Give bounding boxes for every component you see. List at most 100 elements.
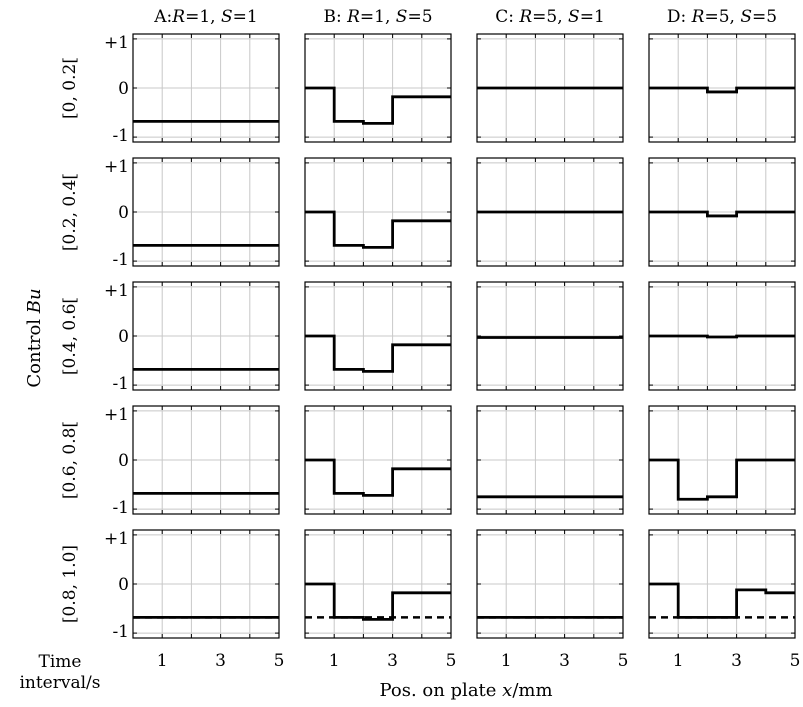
series-step-line — [649, 210, 795, 218]
column-title-part: S — [396, 7, 408, 27]
panel — [304, 157, 452, 267]
x-tick-label: 5 — [790, 651, 801, 671]
column-title-part: =1 — [233, 7, 258, 27]
column-title-part: S — [221, 7, 233, 27]
y-tick-label: +1 — [104, 281, 129, 301]
panel — [648, 157, 796, 267]
panel — [132, 529, 280, 639]
panel-frame — [132, 405, 280, 515]
row-label: [0.2, 0.4[ — [60, 173, 80, 251]
panel — [476, 529, 624, 639]
x-tick-label: 3 — [731, 651, 742, 671]
column-title-part: R — [346, 7, 360, 27]
y-tick-label: -1 — [112, 126, 129, 146]
panel — [304, 281, 452, 391]
y-tick-label: 0 — [118, 203, 129, 223]
series-step-line — [649, 86, 795, 94]
panel — [132, 33, 280, 143]
column-title-part: =1, — [185, 7, 221, 27]
y-tick-label: 0 — [118, 575, 129, 595]
panel — [476, 33, 624, 143]
series-step-line — [649, 334, 795, 339]
column-title-part: A: — [153, 7, 172, 27]
x-axis-label-text: Pos. on plate — [379, 680, 502, 701]
column-title-part: S — [568, 7, 580, 27]
y-tick-label: -1 — [112, 622, 129, 642]
panel — [132, 281, 280, 391]
series-step-line — [305, 86, 451, 125]
y-tick-label: +1 — [104, 33, 129, 53]
column-title-part: B: — [323, 7, 347, 27]
x-tick-label: 1 — [157, 651, 168, 671]
series-step-line — [305, 334, 451, 373]
x-axis-label-unit: /mm — [512, 680, 552, 701]
column-title-part: =5 — [752, 7, 777, 27]
column-title-part: R — [691, 7, 705, 27]
column-title-part: C: — [495, 7, 519, 27]
column-title-part: =5, — [704, 7, 740, 27]
series-step-line — [649, 582, 795, 619]
y-tick-label: +1 — [104, 529, 129, 549]
x-tick-label: 1 — [673, 651, 684, 671]
column-title-part: =1 — [580, 7, 605, 27]
panel — [476, 281, 624, 391]
column-title-part: R — [518, 7, 532, 27]
panel — [132, 157, 280, 267]
column-title: A:R=1, S=1 — [153, 7, 257, 27]
column-title-part: R — [171, 7, 185, 27]
column-title: D: R=5, S=5 — [667, 7, 777, 27]
panel-frame — [132, 529, 280, 639]
y-tick-label: +1 — [104, 405, 129, 425]
x-tick-label: 1 — [501, 651, 512, 671]
panel — [304, 529, 452, 639]
row-label: [0.4, 0.6[ — [60, 297, 80, 375]
time-interval-label: interval/s — [19, 673, 100, 693]
panel — [648, 281, 796, 391]
panel — [304, 405, 452, 515]
series-step-line — [305, 582, 451, 621]
series-step-line — [305, 458, 451, 497]
x-tick-label: 3 — [215, 651, 226, 671]
y-tick-label: -1 — [112, 498, 129, 518]
y-tick-label: 0 — [118, 79, 129, 99]
y-tick-label: 0 — [118, 327, 129, 347]
panel — [476, 405, 624, 515]
column-title: B: R=1, S=5 — [323, 7, 432, 27]
panel — [304, 33, 452, 143]
panel — [648, 405, 796, 515]
panel — [476, 157, 624, 267]
x-tick-label: 3 — [387, 651, 398, 671]
x-tick-label: 5 — [446, 651, 457, 671]
x-tick-label: 1 — [329, 651, 340, 671]
time-label: Time — [39, 652, 82, 672]
column-title-part: =1, — [360, 7, 396, 27]
panel — [132, 405, 280, 515]
panel — [648, 33, 796, 143]
column-title-part: S — [740, 7, 752, 27]
panel — [648, 529, 796, 639]
row-label: [0.8, 1.0] — [60, 545, 80, 623]
panel-frame — [476, 529, 624, 639]
column-title: C: R=5, S=1 — [495, 7, 605, 27]
x-tick-label: 5 — [618, 651, 629, 671]
x-axis-label-var: x — [502, 680, 512, 701]
panel-frame — [476, 405, 624, 515]
row-label: [0, 0.2[ — [60, 57, 80, 119]
column-title-part: =5, — [532, 7, 568, 27]
column-title-part: D: — [667, 7, 692, 27]
y-axis-label: Control Bu — [24, 288, 45, 387]
column-title-part: =5 — [407, 7, 432, 27]
x-tick-label: 5 — [274, 651, 285, 671]
y-axis-label-text: Control — [24, 313, 45, 387]
series-step-line — [305, 210, 451, 249]
series-step-line — [649, 458, 795, 501]
panel-frame — [132, 33, 280, 143]
y-tick-label: -1 — [112, 250, 129, 270]
panel-frame — [132, 157, 280, 267]
row-label: [0.6, 0.8[ — [60, 421, 80, 499]
y-tick-label: +1 — [104, 157, 129, 177]
x-tick-label: 3 — [559, 651, 570, 671]
panel-frame — [132, 281, 280, 391]
y-tick-label: 0 — [118, 451, 129, 471]
